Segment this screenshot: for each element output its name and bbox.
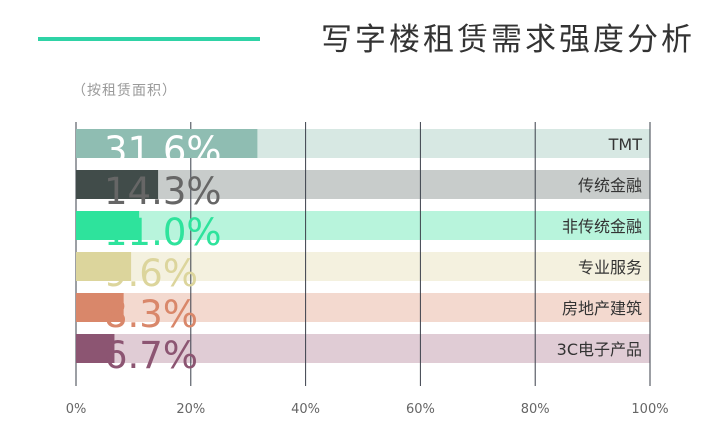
chart-subtitle: （按租赁面积） <box>72 83 177 99</box>
category-label: 3C电子产品 <box>557 340 642 359</box>
bar-track <box>76 334 650 363</box>
x-tick-label: 20% <box>176 402 205 417</box>
bar-track <box>76 170 650 199</box>
chart-title: 写字楼租赁需求强度分析 <box>321 22 695 58</box>
x-tick-label: 60% <box>406 402 435 417</box>
value-label: 6.7% <box>104 334 198 377</box>
bar <box>76 129 258 158</box>
category-label: 非传统金融 <box>562 217 642 236</box>
category-label: 专业服务 <box>578 258 642 277</box>
bar-track <box>76 252 650 281</box>
x-tick-label: 80% <box>521 402 550 417</box>
bar <box>76 211 140 240</box>
category-label: 传统金融 <box>578 176 642 195</box>
accent-line <box>38 37 260 41</box>
bar <box>76 170 159 199</box>
value-label: 8.3% <box>104 293 198 336</box>
value-label: 14.3% <box>104 170 222 213</box>
bar <box>76 252 132 281</box>
bar <box>76 293 124 322</box>
bar-track <box>76 211 650 240</box>
bar-track <box>76 293 650 322</box>
category-label: 房地产建筑 <box>562 299 642 318</box>
x-tick-label: 0% <box>66 402 87 417</box>
x-tick-label: 100% <box>631 402 668 417</box>
bar <box>76 334 115 363</box>
value-label: 9.6% <box>104 252 198 295</box>
x-tick-label: 40% <box>291 402 320 417</box>
category-label: TMT <box>608 135 643 154</box>
value-label: 31.6% <box>104 129 222 172</box>
value-label: 11.0% <box>104 211 222 254</box>
